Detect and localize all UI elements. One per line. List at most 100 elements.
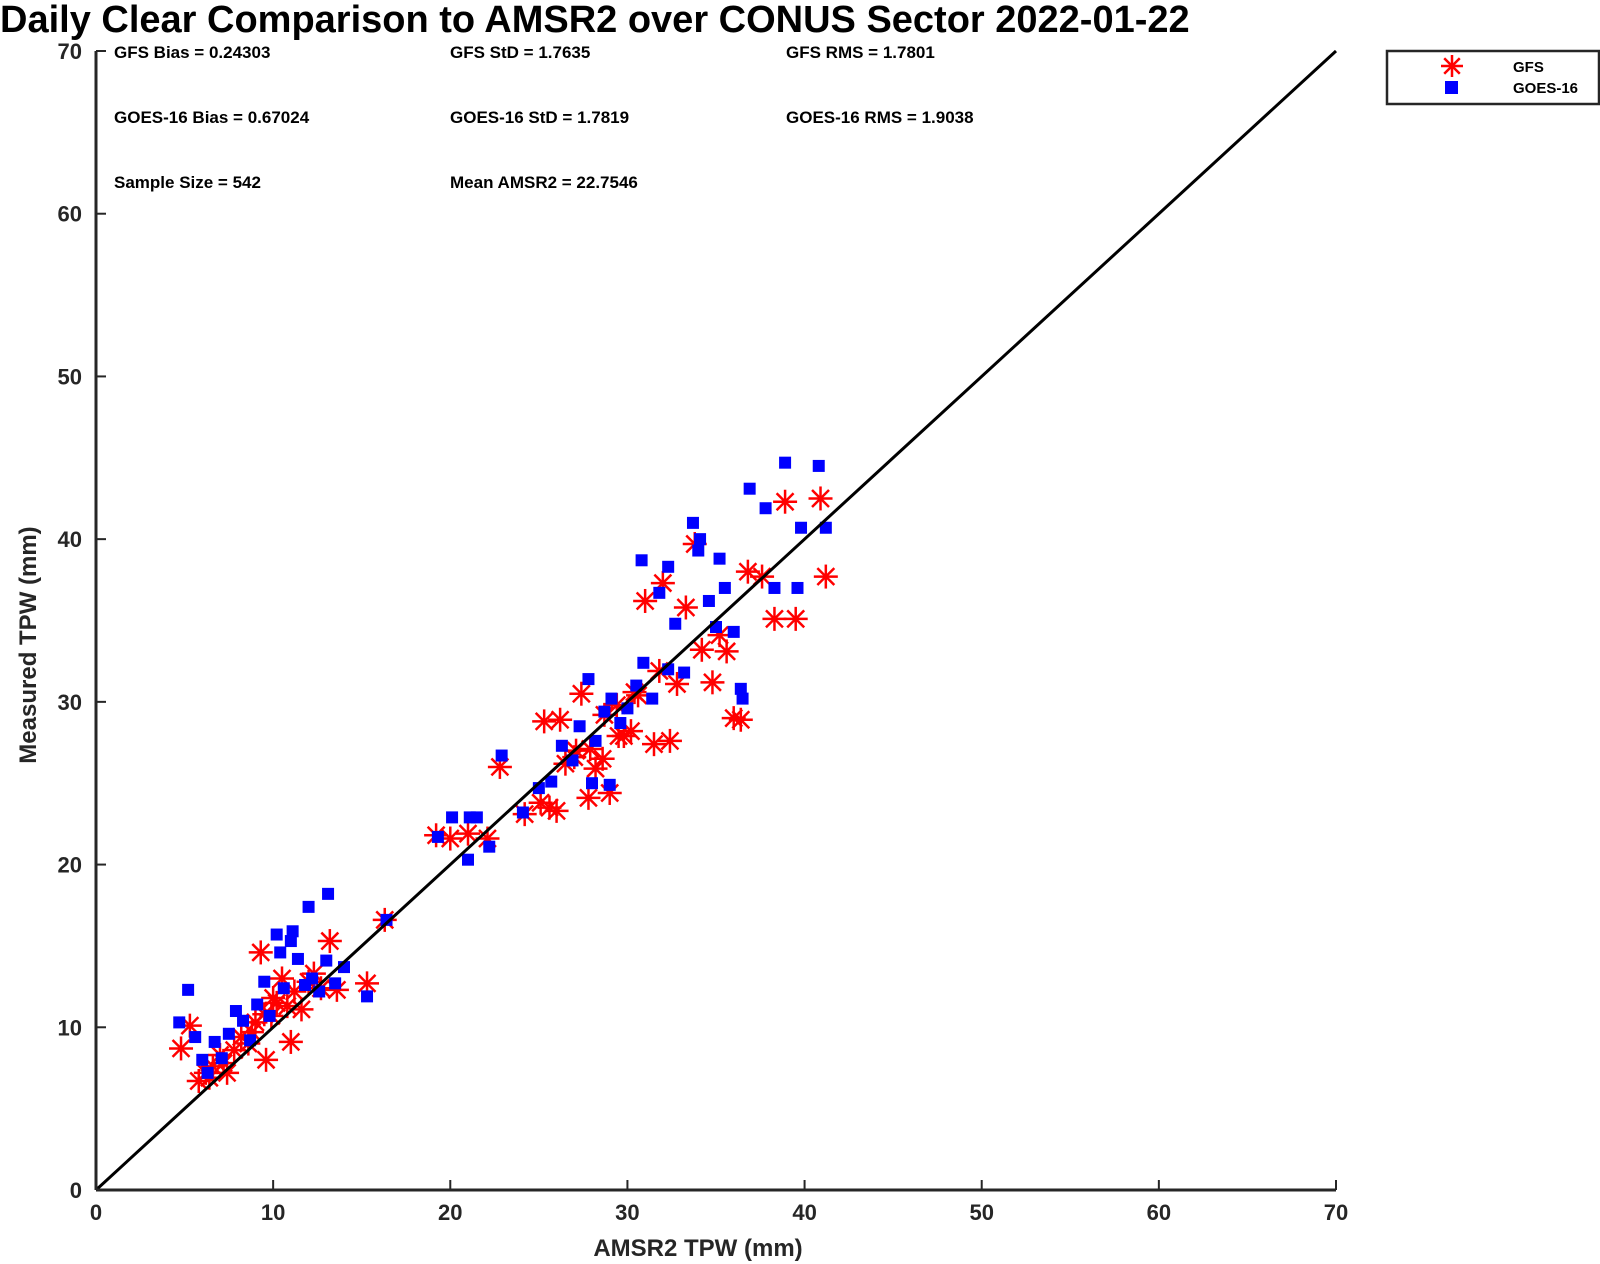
gfs-point	[808, 486, 833, 511]
legend-gfs-label: GFS	[1513, 59, 1544, 76]
goes16-point	[702, 594, 715, 607]
goes16-point	[446, 811, 459, 824]
goes16-point	[605, 692, 618, 705]
goes16-point	[208, 1035, 221, 1048]
goes16-point	[277, 982, 290, 995]
plot-area: 0 10 20 30 40 50 60 70 0 10 20 30 40 50 60 70	[58, 39, 1349, 1225]
goes16-point	[713, 552, 726, 565]
x-axis-label: AMSR2 TPW (mm)	[593, 1235, 802, 1262]
gfs-point	[783, 606, 808, 631]
legend: GFS GOES-16	[1385, 49, 1600, 106]
goes16-point	[734, 682, 747, 695]
gfs-point	[642, 732, 666, 757]
goes16-point	[189, 1031, 202, 1044]
goes16-point	[380, 913, 393, 926]
gfs-point	[633, 588, 658, 613]
legend-goes16-marker	[1445, 81, 1458, 94]
goes16-point	[582, 673, 595, 686]
gfs-point	[548, 707, 573, 732]
stat-goes16-bias: GOES-16 Bias = 0.67024	[114, 108, 310, 127]
goes16-point	[635, 554, 648, 567]
goes16-point	[182, 983, 195, 996]
legend-goes16-label: GOES-16	[1513, 80, 1578, 97]
legend-box	[1385, 49, 1600, 106]
goes16-point	[759, 502, 772, 515]
goes16-point	[251, 998, 264, 1011]
goes16-point	[215, 1052, 228, 1065]
chart-title: Daily Clear Comparison to AMSR2 over CON…	[0, 0, 1190, 41]
gfs-point	[576, 785, 601, 810]
gfs-point	[673, 595, 698, 620]
gfs-point	[537, 795, 562, 820]
stat-goes16-std: GOES-16 StD = 1.7819	[450, 108, 629, 127]
gfs-point	[569, 681, 594, 706]
gfs-series	[169, 486, 838, 1093]
y-tick-label: 40	[58, 527, 82, 552]
x-tick-label: 30	[615, 1200, 639, 1225]
stat-gfs-bias: GFS Bias = 0.24303	[114, 43, 270, 62]
y-tick-label: 0	[70, 1178, 82, 1203]
goes16-point	[302, 900, 315, 913]
gfs-point	[544, 798, 569, 823]
goes16-point	[598, 705, 611, 718]
goes16-point	[630, 679, 643, 692]
legend-gfs-marker	[1441, 55, 1463, 77]
goes16-point	[173, 1016, 186, 1029]
goes16-point	[222, 1027, 235, 1040]
goes16-point	[812, 459, 825, 472]
goes16-point	[795, 521, 808, 534]
goes16-point	[614, 717, 627, 730]
goes16-point	[270, 928, 283, 941]
goes16-point	[545, 775, 558, 788]
goes16-point	[306, 972, 319, 985]
y-axis-label: Measured TPW (mm)	[15, 526, 42, 763]
goes16-point	[686, 516, 699, 529]
axis-ticks: 0 10 20 30 40 50 60 70 0 10 20 30 40 50 60 70	[58, 39, 1349, 1225]
goes16-point	[718, 581, 731, 594]
goes16-point	[586, 777, 598, 790]
gfs-point	[278, 1029, 303, 1054]
goes16-point	[555, 739, 568, 752]
goes16-point	[637, 656, 650, 669]
goes16-point	[244, 1034, 257, 1047]
x-tick-label: 50	[969, 1200, 993, 1225]
y-tick-label: 70	[58, 39, 82, 64]
goes16-point	[361, 990, 374, 1003]
gfs-point	[714, 639, 739, 664]
y-tick-label: 30	[58, 690, 82, 715]
goes16-point	[694, 533, 707, 546]
goes16-point	[284, 935, 297, 948]
goes16-point	[573, 720, 586, 733]
stat-sample-size: Sample Size = 542	[114, 173, 261, 192]
goes16-point	[431, 830, 444, 843]
statistics-block: GFS Bias = 0.24303 GFS StD = 1.7635 GFS …	[114, 43, 974, 192]
gfs-point	[215, 1060, 240, 1085]
goes16-point	[258, 975, 271, 988]
goes16-point	[483, 840, 496, 853]
y-tick-label: 60	[58, 202, 82, 227]
goes16-point	[495, 749, 508, 762]
y-tick-label: 10	[58, 1015, 82, 1040]
goes16-point	[291, 952, 304, 965]
one-to-one-line	[94, 49, 1338, 1192]
legend-gfs-asterisk	[1441, 55, 1463, 77]
y-tick-label: 50	[58, 364, 82, 389]
goes16-point	[768, 581, 781, 594]
goes16-point	[462, 853, 474, 866]
gfs-point	[590, 746, 615, 771]
goes16-point	[263, 1009, 276, 1022]
x-tick-label: 40	[792, 1200, 816, 1225]
gfs-point	[689, 637, 714, 662]
gfs-point	[700, 670, 725, 695]
gfs-point	[254, 1047, 279, 1072]
goes16-point	[743, 482, 756, 495]
goes16-point	[329, 977, 342, 990]
goes16-point	[229, 1005, 242, 1018]
goes16-point	[516, 806, 529, 819]
x-tick-label: 70	[1324, 1200, 1348, 1225]
stat-goes16-rms: GOES-16 RMS = 1.9038	[786, 108, 974, 127]
gfs-point	[773, 489, 798, 514]
goes16-point	[662, 560, 675, 573]
gfs-point	[728, 707, 753, 732]
